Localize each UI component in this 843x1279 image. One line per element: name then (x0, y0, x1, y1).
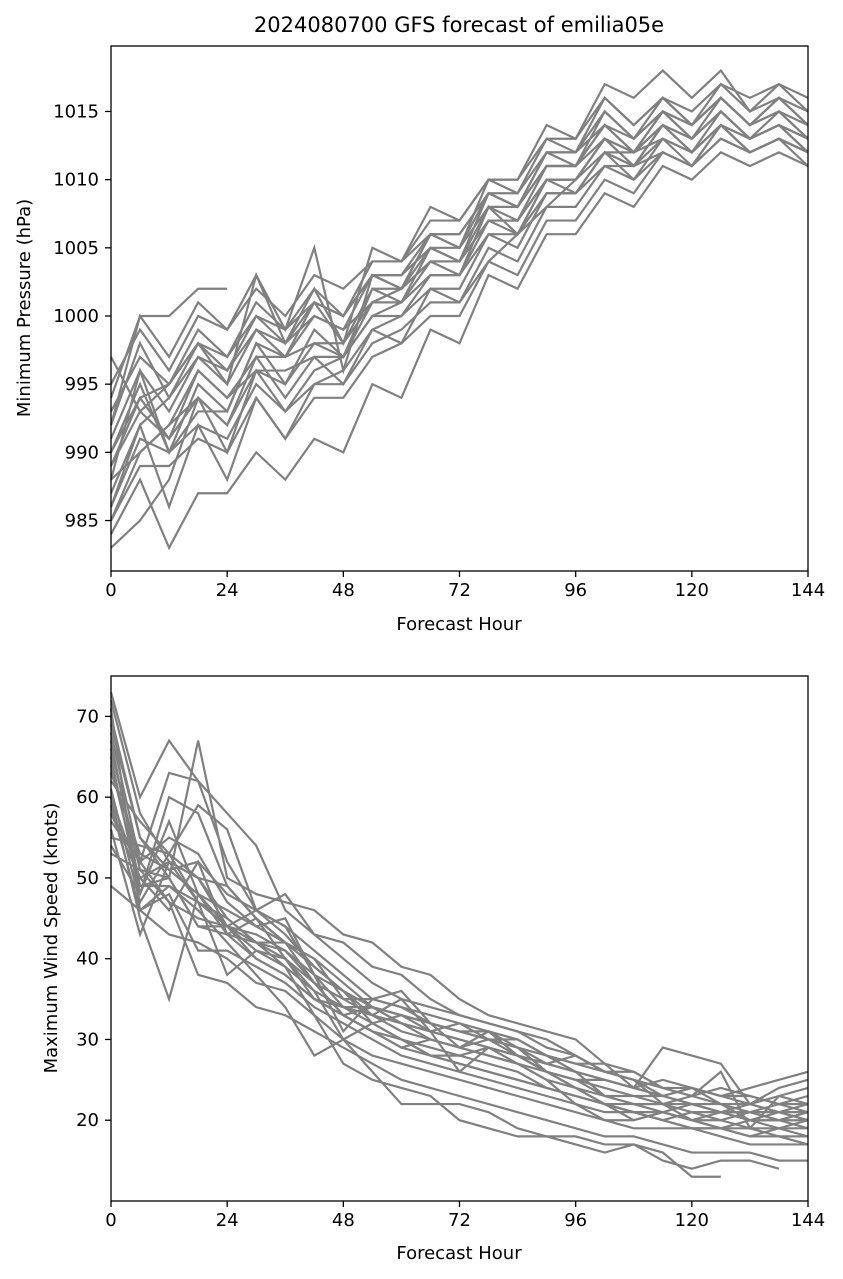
pressure-x-ticks: 0 24 48 72 96 120 144 (105, 571, 825, 601)
pressure-series-line-19 (109, 137, 809, 521)
wind-series-line-23 (109, 724, 809, 1138)
wind-panel: 0 24 48 72 96 120 144 20 30 40 50 60 70 Forecast Ho… (41, 675, 825, 1264)
wind-series-line-18 (110, 836, 809, 1098)
wind-x-ticks: 0 24 48 72 96 120 144 (105, 1201, 825, 1231)
pressure-x-tick-label: 72 (448, 580, 471, 601)
pressure-series-line-20 (110, 109, 809, 467)
wind-series-line-20 (109, 740, 809, 1122)
wind-x-tick-label: 0 (105, 1210, 116, 1231)
wind-y-tick-label: 60 (76, 787, 99, 808)
pressure-y-tick-label: 1015 (53, 101, 99, 122)
pressure-y-tick-label: 1005 (53, 238, 99, 259)
pressure-series-line-18 (109, 123, 809, 508)
wind-x-tick-label: 24 (216, 1210, 239, 1231)
wind-y-tick-label: 20 (76, 1110, 99, 1131)
pressure-x-tick-label: 24 (216, 580, 239, 601)
pressure-panel: 2024080700 GFS forecast of emilia05e 0 24… (14, 13, 825, 635)
wind-x-axis-label: Forecast Hour (396, 1243, 522, 1264)
pressure-x-tick-label: 96 (564, 580, 587, 601)
chart-title: 2024080700 GFS forecast of emilia05e (254, 13, 664, 37)
wind-x-tick-label: 144 (791, 1210, 825, 1231)
wind-x-tick-label: 72 (448, 1210, 471, 1231)
wind-x-tick-label: 120 (675, 1210, 709, 1231)
pressure-y-axis-label: Minimum Pressure (hPa) (14, 199, 35, 417)
wind-series-group (109, 691, 809, 1178)
pressure-series-line-2 (110, 151, 809, 551)
wind-series-line-13 (109, 748, 808, 1162)
pressure-y-tick-label: 1000 (53, 306, 99, 327)
wind-y-axis-label: Maximum Wind Speed (knots) (41, 803, 62, 1074)
wind-y-tick-label: 50 (76, 868, 99, 889)
pressure-x-tick-label: 144 (791, 580, 825, 601)
pressure-y-tick-label: 1010 (53, 170, 99, 191)
wind-y-tick-label: 40 (76, 949, 99, 970)
wind-y-ticks: 20 30 40 50 60 70 (76, 706, 111, 1131)
pressure-x-tick-label: 120 (675, 580, 709, 601)
pressure-y-tick-label: 985 (65, 511, 99, 532)
pressure-series-line-12 (109, 287, 228, 399)
wind-y-tick-label: 30 (76, 1029, 99, 1050)
wind-y-tick-label: 70 (76, 706, 99, 727)
pressure-y-ticks: 985 990 995 1000 1005 1010 1015 (53, 101, 111, 532)
wind-series-line-22 (110, 812, 809, 1122)
pressure-y-tick-label: 995 (65, 374, 99, 395)
pressure-x-tick-label: 0 (105, 580, 116, 601)
wind-series-line-17 (110, 820, 809, 1131)
pressure-x-tick-label: 48 (332, 580, 355, 601)
wind-x-tick-label: 48 (332, 1210, 355, 1231)
pressure-y-tick-label: 990 (65, 442, 99, 463)
pressure-series-line-15 (109, 96, 809, 426)
pressure-series-group (109, 68, 809, 551)
wind-series-line-24 (109, 699, 809, 1130)
pressure-x-axis-label: Forecast Hour (396, 614, 522, 635)
wind-x-tick-label: 96 (564, 1210, 587, 1231)
